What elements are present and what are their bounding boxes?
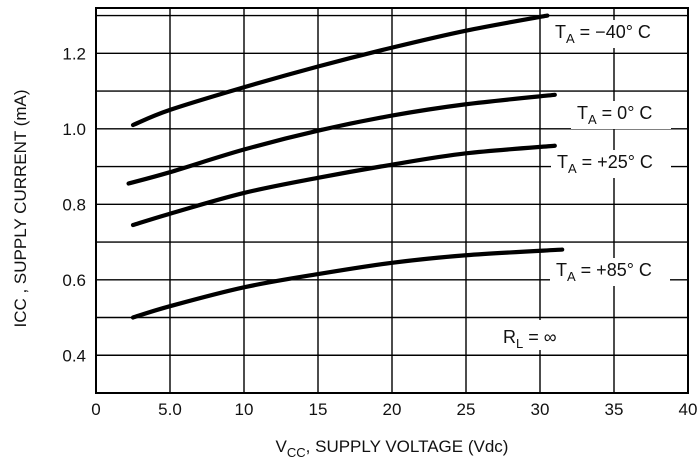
y-axis-title: ICC , SUPPLY CURRENT (mA) — [11, 89, 30, 327]
x-tick-label: 5.0 — [158, 400, 182, 419]
grid — [95, 7, 689, 394]
x-tick-label: 0 — [91, 400, 100, 419]
series-label-3: TA = +25° C — [557, 152, 653, 176]
series-label-1: TA = −40° C — [555, 22, 651, 46]
tick-labels: 0 5.0 10 15 20 25 30 35 40 0.4 0.6 0.8 1.0 1.2 — [62, 44, 697, 419]
series-label-bg — [571, 101, 671, 129]
curve-series-3 — [130, 143, 557, 228]
x-tick-label: 25 — [457, 400, 476, 419]
series-label-2: TA = 0° C — [577, 103, 652, 127]
series-label-bg — [549, 20, 669, 48]
y-tick-label: 0.4 — [62, 346, 86, 365]
x-tick-label: 30 — [531, 400, 550, 419]
y-tick-label: 1.2 — [62, 44, 86, 63]
y-tick-label: 0.6 — [62, 271, 86, 290]
curves — [126, 13, 565, 320]
load-resistance-annotation: RL = ∞ — [503, 327, 557, 351]
x-tick-label: 40 — [679, 400, 698, 419]
x-tick-label: 15 — [309, 400, 328, 419]
curve-series-4 — [130, 247, 565, 320]
axis-titles: VCC, SUPPLY VOLTAGE (Vdc) ICC , SUPPLY CU… — [11, 89, 508, 460]
series-label-bg — [551, 150, 671, 178]
x-tick-label: 10 — [235, 400, 254, 419]
x-axis-title: VCC, SUPPLY VOLTAGE (Vdc) — [276, 437, 509, 460]
series-labels: TA = −40° C TA = 0° C TA = +25° C TA = +85°… — [498, 20, 671, 351]
x-tick-label: 20 — [383, 400, 402, 419]
series-label-4: TA = +85° C — [556, 260, 652, 284]
x-tick-label: 35 — [605, 400, 624, 419]
curve-series-2 — [126, 92, 557, 186]
curve-series-1 — [130, 13, 550, 128]
annotation-bg — [498, 320, 582, 350]
y-tick-label: 0.8 — [62, 195, 86, 214]
series-label-bg — [550, 258, 670, 286]
y-tick-label: 1.0 — [62, 120, 86, 139]
